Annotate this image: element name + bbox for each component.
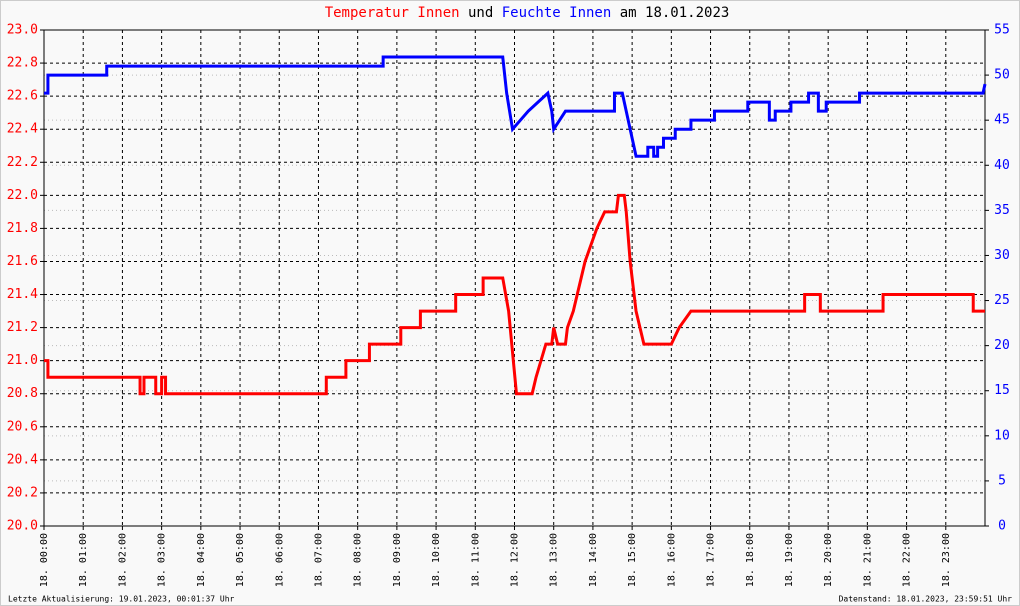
y-tick-label: 21.6	[7, 254, 38, 269]
title-part: und	[468, 5, 493, 21]
x-tick-label: 18. 18:00	[745, 533, 756, 587]
y2-tick-label: 0	[998, 519, 1006, 534]
x-tick-label: 18. 14:00	[588, 533, 599, 587]
y2-tick-label: 35	[994, 203, 1010, 218]
y-tick-label: 21.0	[7, 353, 38, 368]
y-tick-label: 22.6	[7, 89, 38, 104]
x-tick-label: 18. 20:00	[823, 533, 834, 587]
x-tick-label: 18. 01:00	[78, 533, 89, 587]
x-tick-label: 18. 10:00	[431, 533, 442, 587]
x-tick-label: 18. 22:00	[902, 533, 913, 587]
y2-tick-label: 30	[994, 248, 1010, 263]
x-tick-label: 18. 08:00	[353, 533, 364, 587]
y-tick-label: 21.4	[7, 287, 38, 302]
y-tick-label: 22.0	[7, 188, 38, 203]
title-part: Temperatur Innen	[325, 5, 460, 21]
y-tick-label: 20.0	[7, 519, 38, 534]
y-tick-label: 22.8	[7, 56, 38, 71]
y2-tick-label: 45	[994, 113, 1010, 128]
y-tick-label: 22.2	[7, 155, 38, 170]
x-tick-label: 18. 15:00	[627, 533, 638, 587]
y-tick-label: 20.2	[7, 485, 38, 500]
y2-tick-label: 5	[998, 473, 1006, 488]
x-tick-label: 18. 02:00	[117, 533, 128, 587]
x-tick-label: 18. 07:00	[313, 533, 324, 587]
x-tick-label: 18. 12:00	[510, 533, 521, 587]
y-tick-label: 20.8	[7, 386, 38, 401]
x-tick-label: 18. 06:00	[274, 533, 285, 587]
series-line	[44, 193, 985, 396]
y2-tick-label: 10	[994, 428, 1010, 443]
y-tick-label: 22.4	[7, 122, 38, 137]
x-tick-label: 18. 11:00	[470, 533, 481, 587]
y2-tick-label: 50	[994, 68, 1010, 83]
y-tick-label: 21.8	[7, 221, 38, 236]
x-tick-label: 18. 03:00	[157, 533, 168, 587]
y2-tick-label: 40	[994, 158, 1010, 173]
x-tick-label: 18. 04:00	[196, 533, 207, 587]
title-part: am 18.01.2023	[620, 5, 730, 21]
x-tick-label: 18. 00:00	[39, 533, 50, 587]
x-tick-label: 18. 19:00	[784, 533, 795, 587]
x-tick-label: 18. 05:00	[235, 533, 246, 587]
y-tick-label: 20.4	[7, 452, 38, 467]
footer-right: Datenstand: 18.01.2023, 23:59:51 Uhr	[839, 595, 1013, 604]
x-tick-label: 18. 16:00	[666, 533, 677, 587]
y2-tick-label: 25	[994, 293, 1010, 308]
plot-frame	[43, 29, 986, 527]
x-tick-label: 18. 09:00	[392, 533, 403, 587]
y-tick-label: 20.6	[7, 419, 38, 434]
y-tick-label: 23.0	[7, 23, 38, 38]
footer-left: Letzte Aktualisierung: 19.01.2023, 00:01…	[8, 595, 235, 604]
y2-tick-label: 55	[994, 23, 1010, 38]
y2-tick-label: 20	[994, 338, 1010, 353]
chart-title: Temperatur Innen und Feuchte Innen am 18…	[325, 5, 730, 21]
y2-tick-label: 15	[994, 383, 1010, 398]
y-tick-label: 21.2	[7, 320, 38, 335]
x-tick-label: 18. 17:00	[706, 533, 717, 587]
title-part: Feuchte Innen	[502, 5, 612, 21]
series-line	[44, 55, 987, 158]
x-tick-label: 18. 23:00	[941, 533, 952, 587]
x-tick-label: 18. 21:00	[862, 533, 873, 587]
x-tick-label: 18. 13:00	[549, 533, 560, 587]
